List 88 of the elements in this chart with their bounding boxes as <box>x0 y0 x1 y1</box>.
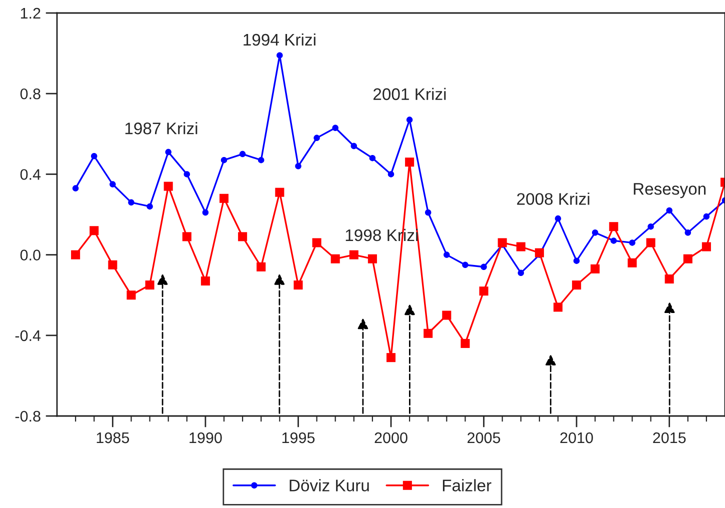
point <box>703 213 710 220</box>
point <box>664 274 674 284</box>
point <box>592 230 598 236</box>
x-tick-label: 1995 <box>282 432 315 444</box>
point <box>71 250 80 260</box>
point <box>702 242 711 252</box>
point <box>164 182 173 191</box>
point <box>573 258 580 264</box>
point <box>312 238 322 248</box>
point <box>219 194 229 203</box>
point <box>128 199 134 206</box>
point <box>386 353 396 362</box>
annotation: 2008 Krizi <box>517 192 590 205</box>
point <box>646 238 656 248</box>
point <box>479 286 488 296</box>
point <box>442 310 452 320</box>
point <box>126 290 136 300</box>
point <box>350 142 358 150</box>
point <box>516 242 526 252</box>
point <box>238 232 248 242</box>
point <box>369 154 376 162</box>
point <box>368 254 377 264</box>
point <box>165 148 172 156</box>
y-tick-label: -0.4 <box>15 330 41 342</box>
point <box>648 223 654 230</box>
point <box>332 124 338 131</box>
point <box>220 156 228 164</box>
point <box>202 209 209 216</box>
annotation: 1994 Krizi <box>244 33 316 46</box>
point <box>108 260 118 270</box>
y-tick-label: 0.4 <box>20 169 41 180</box>
point <box>444 252 450 258</box>
x-tick-label: 2015 <box>653 432 686 444</box>
point <box>72 185 79 192</box>
point <box>275 188 284 197</box>
point <box>628 258 637 268</box>
y-tick-label: 0.8 <box>20 88 40 100</box>
y-tick-label: 0.0 <box>20 250 40 260</box>
point <box>314 134 320 142</box>
x-tick-label: 1990 <box>190 432 222 444</box>
point <box>610 238 617 244</box>
legend-label: Döviz Kuru <box>290 479 369 492</box>
point <box>424 328 433 338</box>
y-tick-label: -0.8 <box>15 410 40 422</box>
point <box>146 203 153 210</box>
annotation: 2001 Krizi <box>373 88 446 100</box>
point <box>145 280 154 290</box>
point <box>295 163 302 170</box>
x-tick-label: 2000 <box>374 432 408 444</box>
point <box>460 338 470 348</box>
point <box>406 116 413 123</box>
legend-label: Faizler <box>442 479 492 492</box>
point <box>349 250 358 260</box>
point <box>258 156 264 164</box>
point <box>388 171 394 178</box>
point <box>666 207 672 214</box>
annotation: Resesyon <box>634 183 706 198</box>
point <box>684 230 692 236</box>
point <box>609 222 618 232</box>
point <box>462 262 468 268</box>
y-tick-label: 1.2 <box>20 8 40 19</box>
point <box>480 264 487 270</box>
point <box>90 152 98 160</box>
point <box>683 254 692 264</box>
point <box>553 302 563 312</box>
point <box>629 240 636 246</box>
point <box>276 52 283 58</box>
x-tick-label: 2005 <box>468 432 500 444</box>
point <box>405 158 414 167</box>
point <box>182 232 192 242</box>
point <box>90 226 99 236</box>
point <box>554 215 562 222</box>
x-tick-label: 1985 <box>96 432 130 444</box>
point <box>424 209 432 216</box>
point <box>110 181 116 188</box>
x-tick-label: 2010 <box>560 432 593 444</box>
point <box>239 150 246 158</box>
point <box>330 254 340 264</box>
point <box>518 270 524 276</box>
point <box>200 276 210 286</box>
point <box>498 238 507 248</box>
point <box>534 248 544 258</box>
point <box>294 280 303 290</box>
annotation: 1987 Krizi <box>125 122 198 134</box>
point <box>256 262 266 272</box>
point <box>590 264 600 274</box>
point <box>572 280 582 290</box>
point <box>184 171 190 178</box>
